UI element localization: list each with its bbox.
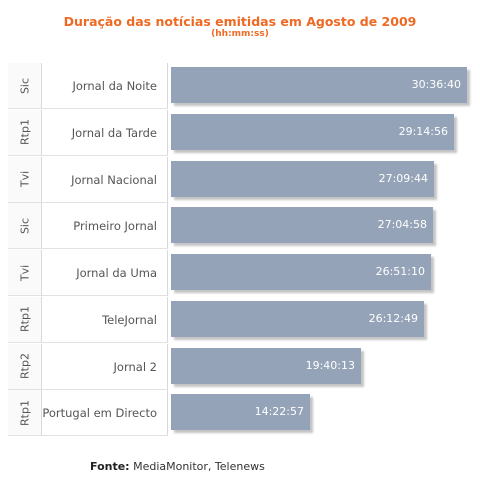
chart-subtitle: (hh:mm:ss) xyxy=(211,29,269,39)
program-label: Jornal da Noite xyxy=(72,79,157,93)
program-label: Primeiro Jornal xyxy=(73,219,157,234)
bar xyxy=(171,113,454,150)
bar xyxy=(171,394,310,431)
channel-cell: Sic xyxy=(8,63,42,109)
program-cell: TeleJornal xyxy=(42,296,168,343)
chart-row: Rtp1 Portugal em Directo 14:22:57 xyxy=(0,390,480,437)
bar xyxy=(171,347,361,384)
channel-cell: Rtp1 xyxy=(8,390,42,437)
bar-value-label: 30:36:40 xyxy=(411,78,461,91)
program-label: TeleJornal xyxy=(102,312,157,327)
chart-row: Tvi Jornal Nacional 27:09:44 xyxy=(0,156,480,203)
bar-value-label: 29:14:56 xyxy=(398,124,448,138)
channel-label: Tvi xyxy=(18,170,31,188)
chart-row: Rtp1 TeleJornal 26:12:49 xyxy=(0,296,480,343)
channel-cell: Tvi xyxy=(8,250,42,296)
program-label: Jornal da Tarde xyxy=(71,125,157,140)
bar xyxy=(171,67,467,103)
channel-label: Rtp1 xyxy=(18,399,31,426)
bar xyxy=(171,300,424,337)
chart-title: Duração das notícias emitidas em Agosto … xyxy=(63,14,417,29)
channel-label: Rtp1 xyxy=(18,119,31,146)
channel-label: Tvi xyxy=(18,264,31,281)
bar-value-label: 19:40:13 xyxy=(305,358,355,372)
chart-row: Rtp2 Jornal 2 19:40:13 xyxy=(0,343,480,390)
source-note: Fonte: MediaMonitor, Telenews xyxy=(90,460,265,473)
program-cell: Jornal da Uma xyxy=(42,250,168,296)
bar-value-label: 26:51:10 xyxy=(375,265,425,278)
channel-label: Rtp2 xyxy=(18,353,31,379)
bar-value-label: 26:12:49 xyxy=(368,311,418,325)
bar-value-label: 14:22:57 xyxy=(254,405,304,419)
chart-row: Sic Jornal da Noite 30:36:40 xyxy=(0,63,480,109)
program-cell: Jornal 2 xyxy=(42,343,168,390)
program-label: Portugal em Directo xyxy=(42,406,157,421)
program-cell: Jornal da Noite xyxy=(42,63,168,109)
channel-label: Sic xyxy=(18,217,31,234)
program-cell: Primeiro Jornal xyxy=(42,203,168,250)
source-text: MediaMonitor, Telenews xyxy=(133,460,265,473)
program-label: Jornal 2 xyxy=(113,359,157,374)
channel-cell: Rtp1 xyxy=(8,296,42,343)
channel-label: Rtp1 xyxy=(18,306,31,333)
source-label: Fonte: xyxy=(90,460,130,473)
chart-row: Tvi Jornal da Uma 26:51:10 xyxy=(0,250,480,296)
program-label: Jornal Nacional xyxy=(71,172,157,187)
program-cell: Portugal em Directo xyxy=(42,390,168,437)
bar xyxy=(171,207,433,244)
chart-row: Rtp1 Jornal da Tarde 29:14:56 xyxy=(0,109,480,156)
chart-row: Sic Primeiro Jornal 27:04:58 xyxy=(0,203,480,250)
channel-cell: Sic xyxy=(8,203,42,250)
channel-cell: Rtp1 xyxy=(8,109,42,156)
program-cell: Jornal da Tarde xyxy=(42,109,168,156)
bar xyxy=(171,254,431,290)
program-label: Jornal da Uma xyxy=(76,266,157,280)
bar xyxy=(171,160,434,197)
bar-value-label: 27:09:44 xyxy=(378,171,428,185)
bar-chart: Sic Jornal da Noite 30:36:40 Rtp1 Jornal da … xyxy=(0,63,480,437)
channel-cell: Tvi xyxy=(8,156,42,203)
channel-label: Sic xyxy=(18,77,31,94)
channel-cell: Rtp2 xyxy=(8,343,42,390)
bar-value-label: 27:04:58 xyxy=(377,218,427,232)
program-cell: Jornal Nacional xyxy=(42,156,168,203)
